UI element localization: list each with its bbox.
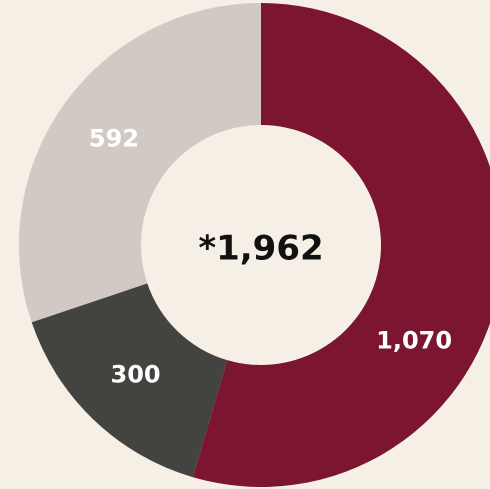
slice [31, 283, 228, 478]
value-label: 300 [111, 361, 161, 389]
labels: 1,070 300 592 [89, 124, 452, 388]
value-label: 1,070 [376, 327, 452, 355]
slice [18, 3, 261, 323]
center-label: *1,962 [198, 229, 323, 269]
slice [192, 3, 490, 487]
slices [18, 3, 490, 487]
value-label: 592 [89, 124, 139, 152]
